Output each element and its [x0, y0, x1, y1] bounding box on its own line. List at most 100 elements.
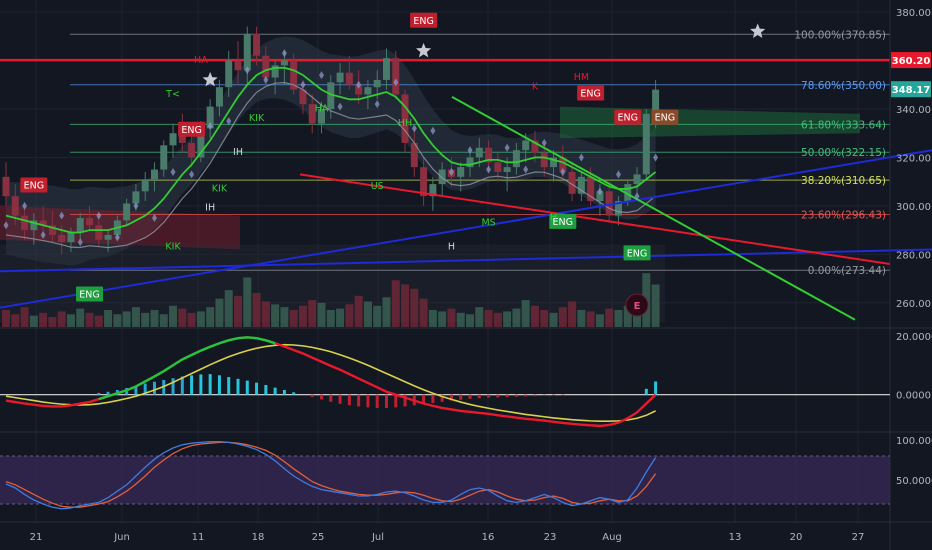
price-tag-value: 360.20 — [892, 56, 931, 67]
price-tick-label: 260.00 — [896, 299, 931, 310]
time-tick-label: 20 — [790, 532, 803, 543]
time-tick-label: Jun — [113, 532, 130, 543]
macd-histogram-bar — [171, 378, 175, 395]
volume-bar — [215, 298, 224, 327]
price-tags: 360.20 348.17 — [891, 52, 931, 98]
candle-body — [21, 215, 29, 231]
trendline — [0, 149, 932, 309]
signal-label: K — [532, 82, 539, 93]
stochastic-tick-label: 100.0000 — [896, 436, 932, 447]
diamond-marker — [189, 170, 195, 179]
candle-body — [58, 234, 66, 243]
candle-body — [30, 220, 38, 231]
volume-bar — [466, 314, 474, 327]
macd-histogram-bar — [217, 375, 221, 395]
candle-body — [382, 58, 390, 80]
macd-histogram-bar — [347, 394, 351, 406]
candle-body — [652, 89, 660, 114]
trendline — [0, 248, 932, 273]
price-tick-label: 320.00 — [896, 153, 931, 164]
fib-level-label: 50.00%(322.15) — [801, 147, 886, 159]
volume-bar — [196, 311, 205, 327]
candle-body — [550, 157, 558, 168]
diamond-marker — [504, 143, 510, 152]
signal-badge-label: ENG — [627, 248, 647, 259]
volume-bar — [280, 307, 289, 327]
macd-histogram-bar — [236, 378, 240, 395]
candle-body — [234, 60, 242, 71]
signal-label: H — [550, 212, 557, 223]
diamond-marker — [560, 167, 566, 176]
signal-label: H — [448, 241, 455, 252]
cloud-area — [6, 36, 656, 266]
time-axis[interactable]: 21 Jun 11 18 25 Jul 16 23 Aug 13 20 27 — [30, 532, 865, 543]
macd-histogram-bar — [180, 376, 184, 395]
volume-bar — [206, 307, 215, 327]
volume-bar — [150, 310, 159, 327]
signal-label: HM — [574, 72, 589, 83]
signal-label: MS — [481, 217, 495, 228]
macd-histogram-bar — [143, 383, 147, 395]
candle-body — [95, 225, 103, 240]
candle-body — [39, 220, 47, 226]
volume-bar — [475, 307, 484, 327]
candle-body — [197, 128, 205, 158]
macd-histogram-bar — [357, 394, 361, 407]
time-tick-label: Aug — [602, 532, 622, 543]
candle-body — [132, 191, 140, 204]
candle-body — [596, 191, 604, 202]
macd-histogram-bar — [366, 394, 370, 408]
volume-bar — [651, 284, 660, 327]
volume-bar — [633, 312, 642, 327]
candle-body — [438, 169, 446, 185]
signal-label: HH — [398, 118, 412, 129]
volume-bar — [76, 308, 85, 327]
candle-body — [512, 150, 520, 168]
macd-histogram-bar — [459, 394, 463, 400]
macd-histogram-bar — [264, 385, 268, 395]
volume-bar — [326, 310, 335, 327]
stochastic-d-line — [5, 441, 657, 508]
volume-bar — [549, 312, 558, 327]
earnings-marker[interactable]: E — [625, 293, 649, 317]
macd-histogram-bar — [273, 387, 277, 395]
signal-badge-label: ENG — [580, 88, 600, 99]
candle-body — [420, 167, 428, 197]
candle-body — [178, 133, 186, 143]
diamond-marker — [337, 102, 343, 111]
macd-histogram-bar — [505, 394, 509, 398]
diamond-marker — [356, 80, 362, 89]
volume-bar — [234, 295, 242, 327]
candle-body — [215, 87, 223, 107]
candle-body — [531, 140, 539, 153]
time-tick-label: 23 — [544, 532, 557, 543]
candle-body — [290, 60, 298, 90]
volume-bar — [243, 277, 252, 327]
candle-body — [141, 179, 149, 192]
diamond-marker — [541, 138, 547, 147]
volume-bar — [298, 305, 307, 327]
macd-panel: 20.0000 0.0000 — [0, 332, 932, 428]
volume-bar — [159, 314, 168, 327]
macd-histogram-bar — [106, 391, 110, 395]
trendlines[interactable] — [0, 96, 932, 321]
fibonacci-retracement[interactable]: 100.00%(370.85) 78.60%(350.00) 61.80%(333.… — [0, 29, 890, 277]
candle-body — [169, 133, 177, 146]
diamond-marker — [653, 153, 659, 162]
diamond-marker — [40, 230, 46, 239]
volume-bar — [141, 312, 150, 327]
macd-histogram-bar — [320, 394, 324, 400]
volume-bar — [252, 293, 261, 327]
macd-tick-label: 20.0000 — [896, 332, 932, 343]
diamond-marker — [411, 124, 417, 133]
volume-bar — [345, 304, 354, 327]
signal-badge-label: ENG — [181, 125, 201, 136]
price-tick-label: 280.00 — [896, 250, 931, 261]
diamond-marker — [430, 126, 436, 135]
signal-label: HA — [194, 55, 208, 66]
candle-body — [392, 58, 400, 95]
price-tag — [891, 52, 931, 69]
diamond-marker — [615, 170, 621, 179]
signal-badge-label: ENG — [618, 113, 638, 124]
